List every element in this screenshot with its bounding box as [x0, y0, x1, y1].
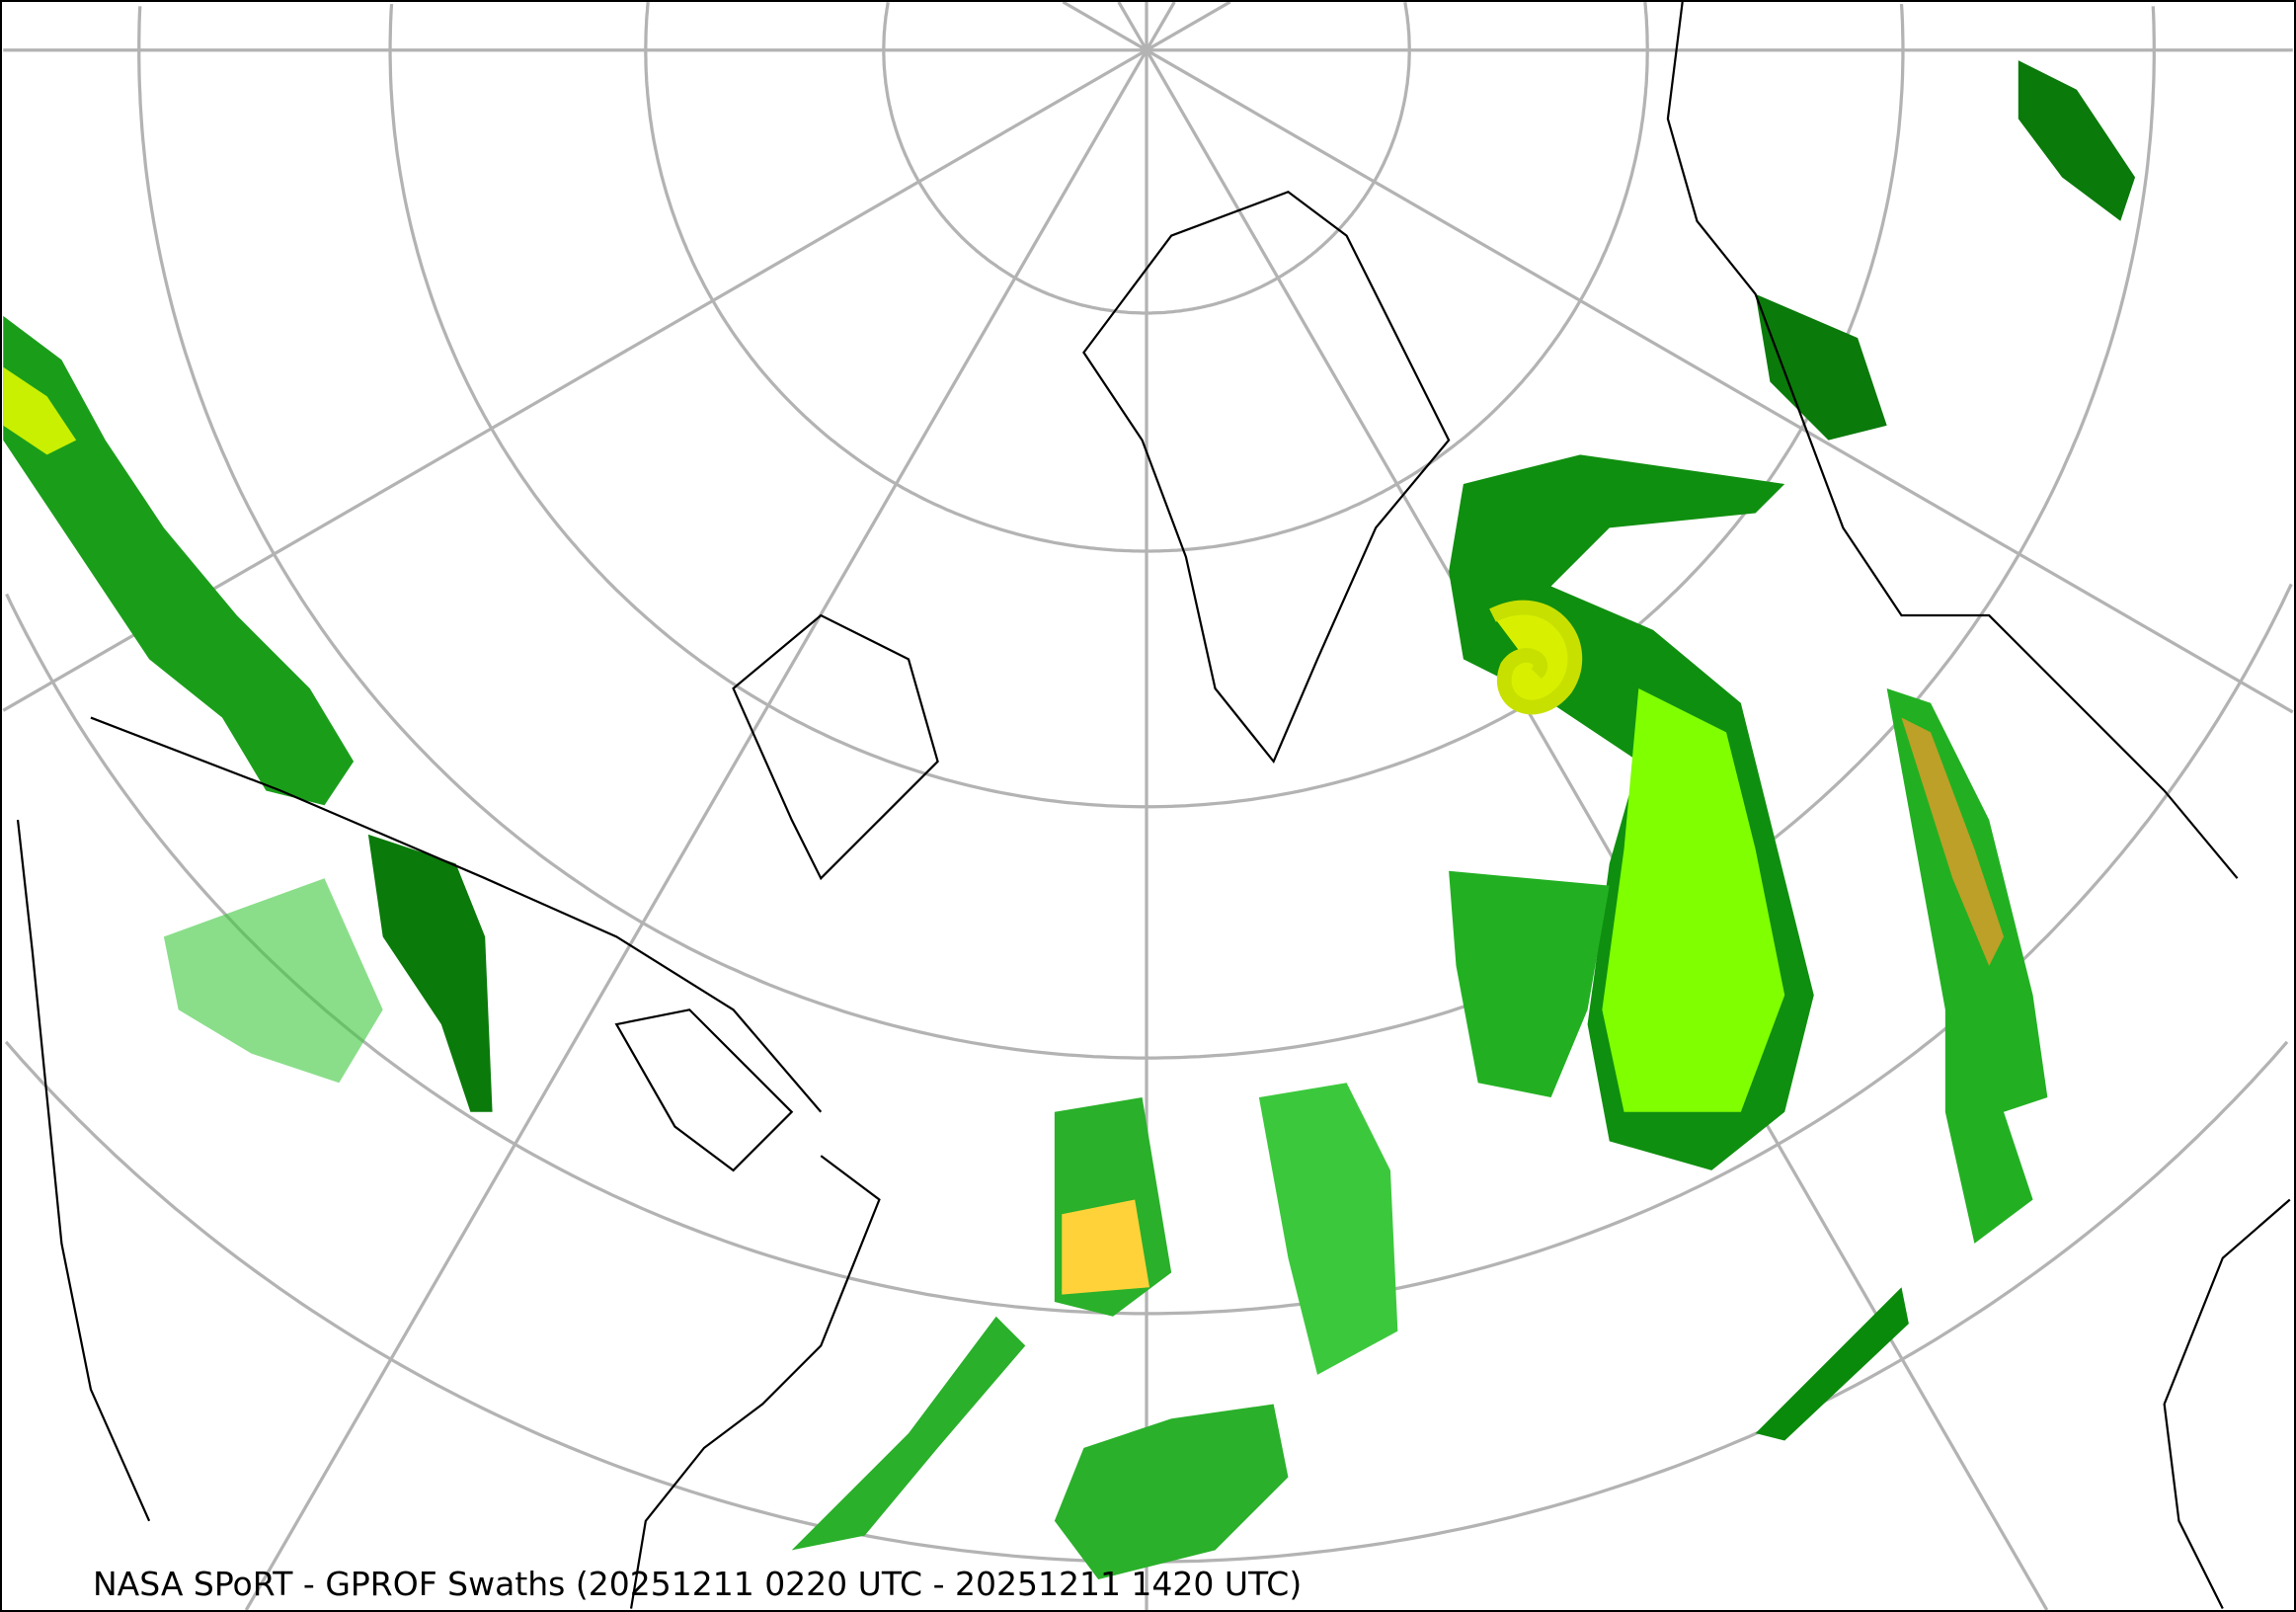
- hudson-bay: [732, 613, 939, 881]
- africa-coast: [2163, 1198, 2291, 1610]
- precip-plains: [163, 878, 383, 1084]
- meridian-line: [1146, 2, 1231, 52]
- meridian-line: [1145, 48, 2049, 1610]
- canada-border: [90, 716, 823, 1113]
- precip-front-core: [1901, 717, 2004, 966]
- coastlines-and-borders: [16, 2, 2291, 1610]
- precip-front-band: [1886, 687, 2048, 1244]
- greenland-outline: [1082, 190, 1451, 765]
- precip-pacific-core: [3, 366, 77, 455]
- precip-atlantic-3: [1054, 1404, 1289, 1579]
- precip-scandinavia: [1755, 293, 1887, 441]
- meridian-line: [1062, 2, 1148, 52]
- meridian-line: [1146, 48, 2294, 714]
- precip-cyclone-swirl: [1489, 600, 1583, 715]
- precipitation-swaths: [3, 60, 2136, 1579]
- latitude-circle: [137, 6, 2156, 1060]
- europe-coast: [1666, 2, 2239, 879]
- precip-atlantic-5: [1755, 1287, 1909, 1441]
- precip-cyclone-core: [1602, 687, 1785, 1112]
- us-west-coast: [16, 819, 151, 1522]
- precip-rockies: [367, 834, 493, 1112]
- meridian-line: [1145, 2, 1176, 51]
- great-lakes: [614, 1008, 794, 1172]
- precip-europe: [2018, 60, 2136, 221]
- meridian-line: [244, 48, 1148, 1610]
- precip-atlantic-4: [791, 1316, 1026, 1551]
- latitude-circle: [388, 3, 1905, 809]
- precip-atlantic-1-core: [1062, 1199, 1149, 1295]
- precip-swath-west: [1449, 870, 1610, 1097]
- latitude-circle: [882, 2, 1411, 315]
- precip-atlantic-2: [1258, 1083, 1398, 1375]
- precip-pacific-band: [3, 315, 355, 806]
- latitude-circle: [644, 2, 1649, 553]
- us-east-coast: [629, 1155, 881, 1609]
- map-caption: NASA SPoRT - GPROF Swaths (20251211 0220…: [93, 1565, 1303, 1603]
- meridian-line: [1117, 2, 1148, 51]
